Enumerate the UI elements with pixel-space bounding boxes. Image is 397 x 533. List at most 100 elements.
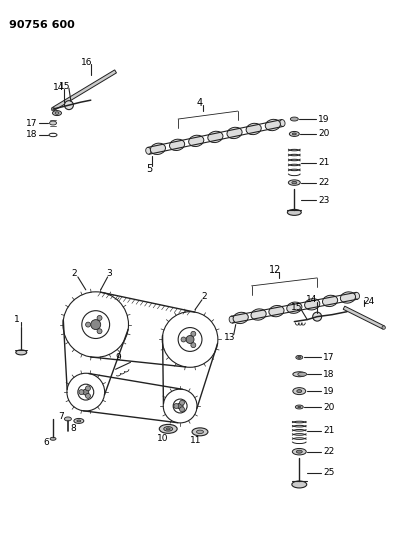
Ellipse shape [50, 121, 56, 125]
Circle shape [97, 329, 102, 334]
Ellipse shape [287, 302, 302, 313]
Text: 20: 20 [323, 402, 335, 411]
Circle shape [191, 343, 196, 348]
Ellipse shape [292, 181, 297, 184]
Ellipse shape [55, 112, 59, 114]
Text: 12: 12 [269, 265, 281, 275]
Polygon shape [52, 70, 116, 110]
Text: 90756 600: 90756 600 [10, 20, 75, 30]
Ellipse shape [170, 139, 185, 150]
Ellipse shape [64, 417, 71, 421]
Text: 21: 21 [318, 158, 330, 167]
Circle shape [191, 332, 196, 336]
Ellipse shape [269, 305, 284, 317]
Ellipse shape [293, 372, 306, 377]
Text: 24: 24 [363, 297, 374, 306]
Ellipse shape [246, 123, 261, 135]
Circle shape [86, 322, 91, 327]
Text: 16: 16 [81, 58, 93, 67]
Text: 17: 17 [323, 353, 335, 362]
Text: 21: 21 [323, 426, 335, 435]
Text: 8: 8 [70, 424, 76, 433]
Ellipse shape [150, 143, 166, 155]
Ellipse shape [52, 111, 62, 116]
Text: 10: 10 [156, 434, 168, 443]
Ellipse shape [233, 312, 248, 324]
Text: 15: 15 [291, 303, 302, 312]
Text: 14: 14 [306, 295, 317, 304]
Ellipse shape [292, 448, 306, 455]
Text: 14: 14 [53, 83, 65, 92]
Circle shape [97, 316, 102, 320]
Text: 7: 7 [58, 413, 64, 422]
Text: 9: 9 [116, 353, 121, 362]
Ellipse shape [292, 481, 307, 488]
Ellipse shape [288, 180, 300, 185]
Text: 4: 4 [197, 98, 203, 108]
Ellipse shape [298, 372, 307, 376]
Ellipse shape [297, 390, 302, 393]
Circle shape [174, 403, 179, 408]
Ellipse shape [77, 420, 81, 422]
Text: 18: 18 [26, 131, 37, 140]
Circle shape [186, 335, 194, 343]
Ellipse shape [298, 357, 301, 358]
Text: 15: 15 [59, 82, 71, 91]
Ellipse shape [192, 428, 208, 436]
Circle shape [313, 312, 322, 321]
Text: 1: 1 [14, 315, 20, 324]
Text: 19: 19 [318, 115, 330, 124]
Circle shape [382, 326, 385, 329]
Ellipse shape [289, 132, 299, 136]
Ellipse shape [74, 418, 84, 423]
Ellipse shape [322, 295, 338, 306]
Ellipse shape [280, 119, 285, 126]
Circle shape [181, 337, 186, 342]
Text: 13: 13 [224, 333, 235, 342]
Ellipse shape [340, 292, 356, 303]
Circle shape [83, 389, 89, 395]
Circle shape [179, 407, 185, 412]
Polygon shape [343, 306, 384, 329]
Text: 22: 22 [323, 447, 334, 456]
Text: 2: 2 [71, 270, 77, 278]
Ellipse shape [287, 209, 301, 215]
Circle shape [177, 403, 183, 409]
Ellipse shape [295, 405, 303, 409]
Ellipse shape [16, 350, 27, 355]
Ellipse shape [296, 356, 303, 359]
Ellipse shape [296, 450, 302, 453]
Ellipse shape [166, 428, 170, 430]
Ellipse shape [50, 437, 56, 440]
Text: 20: 20 [318, 130, 330, 139]
Text: 5: 5 [146, 164, 152, 174]
Text: 25: 25 [323, 468, 335, 477]
Circle shape [79, 390, 84, 394]
Text: 2: 2 [201, 292, 207, 301]
Text: 22: 22 [318, 178, 330, 187]
Ellipse shape [354, 292, 360, 299]
Ellipse shape [292, 133, 296, 135]
Ellipse shape [159, 424, 177, 433]
Ellipse shape [293, 387, 306, 394]
Ellipse shape [304, 298, 320, 310]
Text: 6: 6 [43, 438, 49, 447]
Circle shape [179, 400, 185, 405]
Ellipse shape [146, 147, 151, 154]
Text: 18: 18 [323, 370, 335, 379]
Text: 23: 23 [318, 196, 330, 205]
Circle shape [85, 393, 91, 398]
Text: 19: 19 [323, 386, 335, 395]
Ellipse shape [229, 316, 234, 323]
Ellipse shape [251, 309, 266, 320]
Circle shape [85, 386, 91, 391]
Text: 11: 11 [190, 437, 202, 445]
Ellipse shape [227, 127, 242, 139]
Text: 3: 3 [107, 270, 112, 278]
Ellipse shape [197, 430, 204, 433]
Ellipse shape [208, 131, 223, 142]
Text: 17: 17 [26, 118, 37, 127]
Circle shape [64, 101, 73, 110]
Ellipse shape [265, 119, 280, 131]
Ellipse shape [164, 426, 173, 431]
